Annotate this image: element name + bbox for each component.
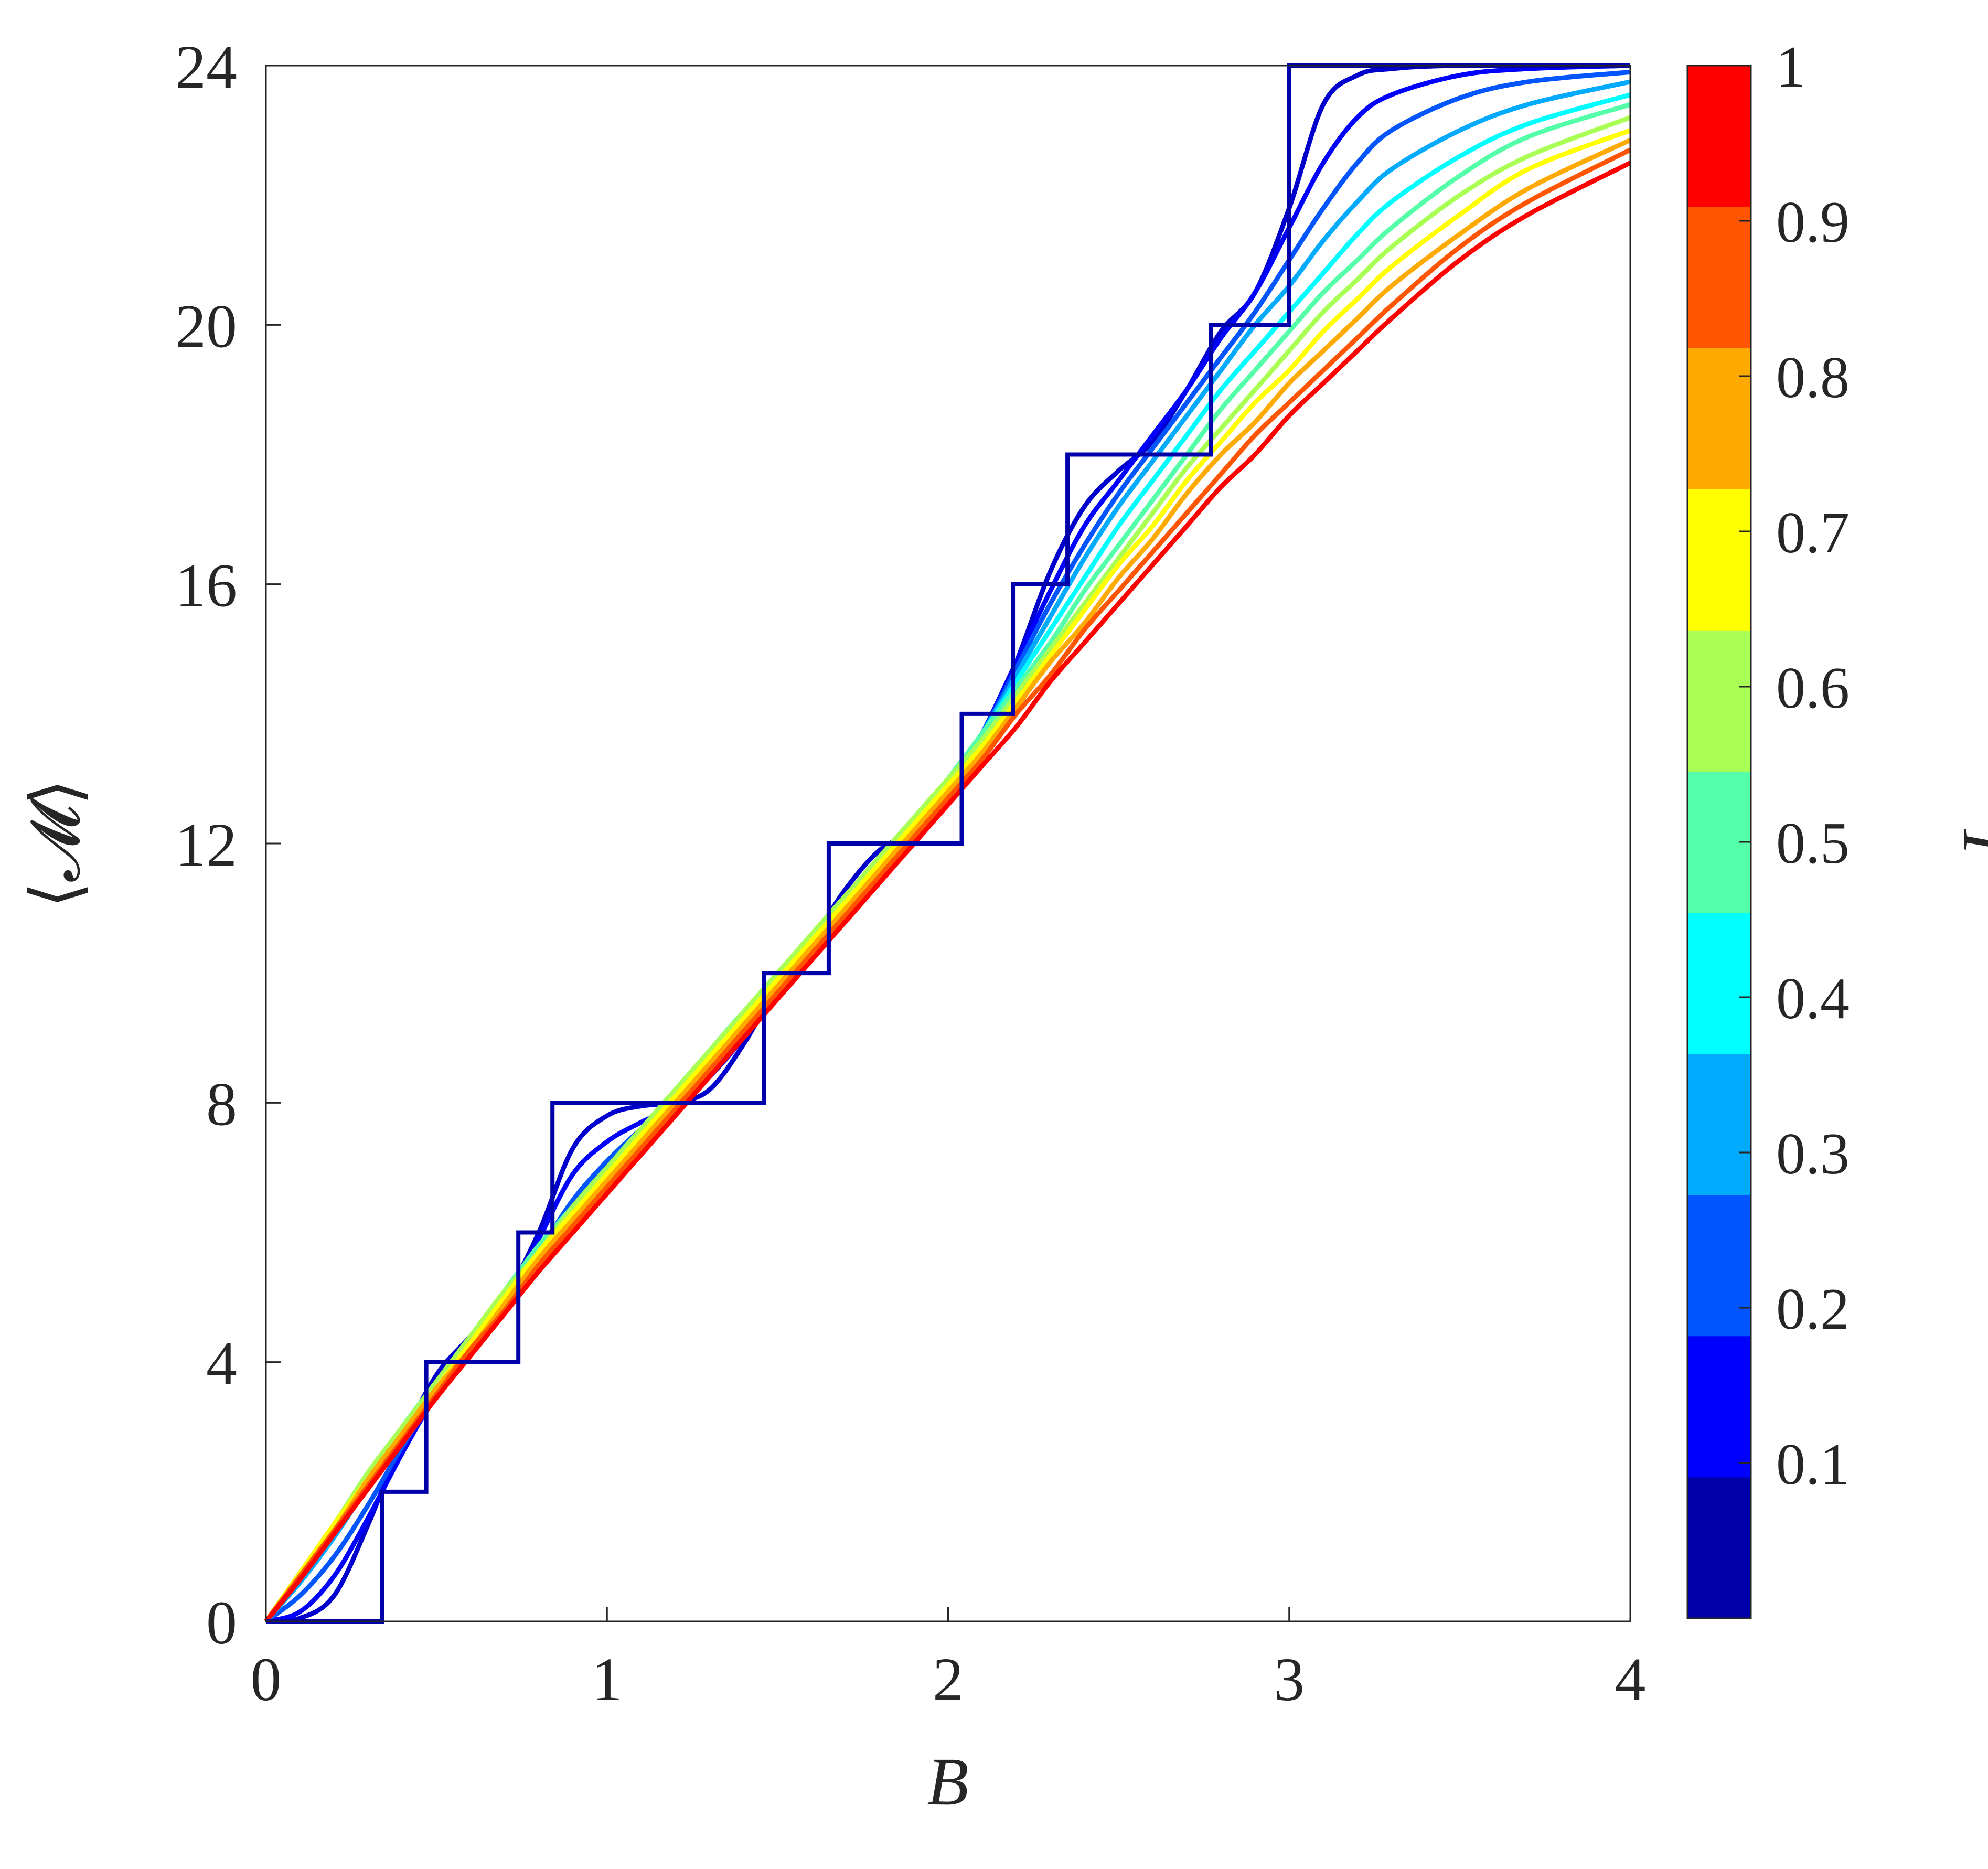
y-tick-label: 16 — [175, 551, 237, 620]
series-line-11 — [264, 161, 1632, 1623]
x-tick-label: 0 — [251, 1645, 282, 1714]
colorbar-band — [1687, 1336, 1751, 1478]
x-axis: 0 1 2 3 4 — [251, 1607, 1646, 1714]
colorbar-band — [1687, 1053, 1751, 1195]
colorbar-ticks: 0.1 0.2 0.3 0.4 0.5 0.6 0.7 0.8 0.9 1 — [1739, 35, 1850, 1497]
colorbar-band — [1687, 912, 1751, 1054]
colorbar-tick-label: 0.8 — [1776, 345, 1850, 410]
colorbar-tick-label: 0.2 — [1776, 1277, 1850, 1342]
y-tick-label: 20 — [175, 292, 237, 360]
y-tick-label: 4 — [206, 1329, 237, 1398]
staircase-line-t0 — [266, 63, 1630, 1624]
colorbar: 0.1 0.2 0.3 0.4 0.5 0.6 0.7 0.8 0.9 1 T — [1686, 35, 1988, 1619]
colorbar-tick-label: 0.7 — [1776, 500, 1850, 565]
y-axis-title: ⟨𝓜⟩ — [18, 778, 94, 908]
series-line-4 — [264, 79, 1631, 1623]
colorbar-band — [1687, 1194, 1751, 1337]
plot-area — [264, 63, 1632, 1624]
series-line-3 — [264, 69, 1631, 1624]
series-line-7 — [264, 115, 1631, 1623]
colorbar-band — [1687, 66, 1751, 207]
colorbar-tick-label: 0.3 — [1776, 1122, 1850, 1187]
x-axis-title: B — [927, 1744, 968, 1820]
colorbar-bands — [1687, 66, 1751, 1619]
colorbar-band — [1687, 489, 1751, 631]
x-tick-label: 1 — [592, 1645, 623, 1714]
colorbar-tick-label: 0.6 — [1776, 656, 1850, 721]
series-line-5 — [264, 92, 1631, 1623]
x-tick-label: 2 — [933, 1645, 964, 1714]
y-axis: 0 4 8 12 16 20 24 — [175, 33, 281, 1657]
colorbar-band — [1687, 1477, 1751, 1619]
y-tick-label: 24 — [175, 33, 237, 101]
x-tick-label: 3 — [1274, 1645, 1305, 1714]
colorbar-band — [1687, 207, 1751, 348]
x-tick-label: 4 — [1615, 1645, 1646, 1714]
colorbar-band — [1687, 348, 1751, 489]
colorbar-title: T — [1949, 823, 1988, 865]
y-tick-label: 0 — [206, 1588, 237, 1657]
colorbar-tick-label: 0.5 — [1776, 811, 1850, 876]
colorbar-band — [1687, 630, 1751, 772]
colorbar-tick-label: 0.1 — [1776, 1432, 1850, 1497]
series-line-6 — [264, 102, 1631, 1623]
series-line-10 — [264, 147, 1632, 1623]
colorbar-tick-label: 0.9 — [1776, 190, 1850, 255]
series-line-9 — [264, 138, 1631, 1623]
colorbar-tick-label: 1 — [1776, 35, 1805, 100]
y-tick-label: 12 — [175, 810, 237, 879]
y-tick-label: 8 — [206, 1070, 237, 1138]
series-line-8 — [264, 128, 1631, 1623]
colorbar-tick-label: 0.4 — [1776, 966, 1850, 1031]
